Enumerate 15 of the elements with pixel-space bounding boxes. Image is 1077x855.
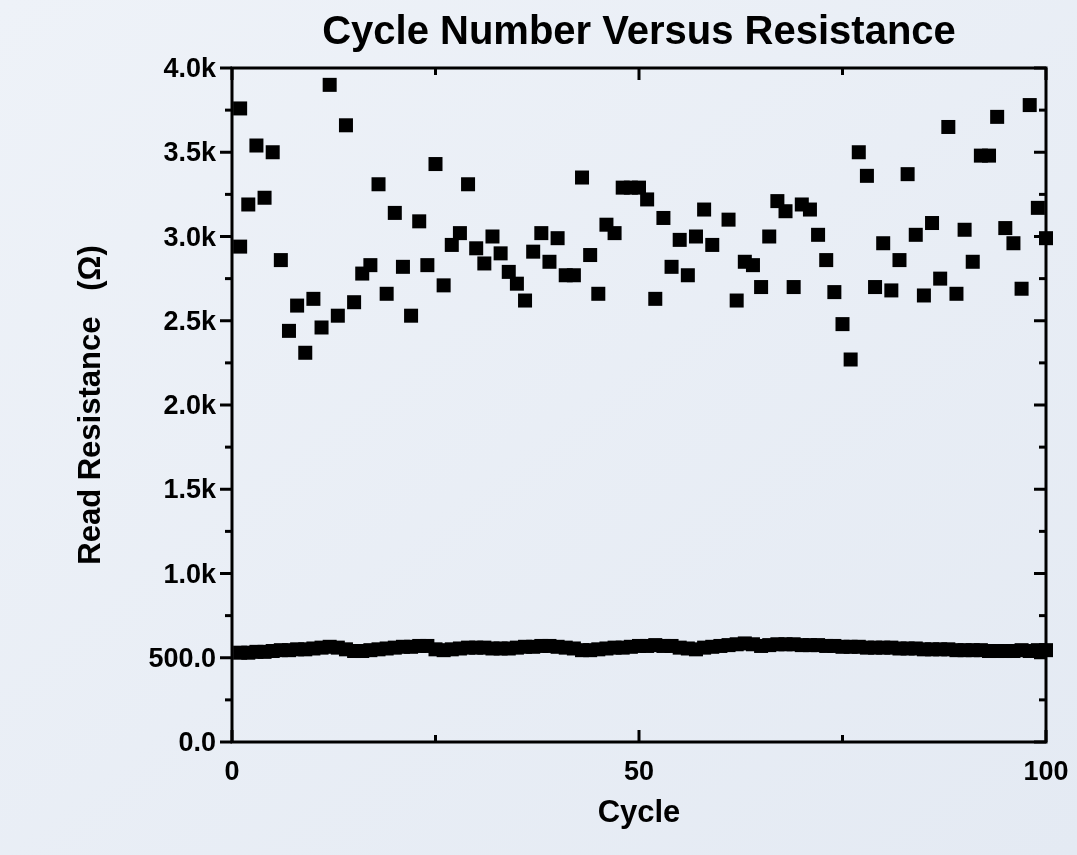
x-tick-label: 100 [1023, 756, 1069, 786]
y-tick-label: 1.0k [163, 558, 217, 589]
y-axis-title: Read Resistance (Ω) [72, 245, 107, 565]
y-tick-label: 3.5k [163, 137, 217, 168]
y-tick-label: 2.5k [163, 305, 217, 336]
x-tick-label: 0 [224, 756, 240, 786]
y-tick-label: 3.0k [163, 221, 217, 252]
y-tick-label: 1.5k [163, 474, 217, 505]
chart-title: Cycle Number Versus Resistance [322, 8, 956, 52]
y-tick-label: 500.0 [148, 642, 216, 673]
x-axis-title: Cycle [597, 794, 681, 829]
y-tick-label: 2.0k [163, 390, 217, 420]
x-tick-label: 50 [623, 756, 655, 786]
y-tick-label: 0.0 [178, 727, 216, 757]
y-tick-label: 4.0k [163, 53, 217, 83]
